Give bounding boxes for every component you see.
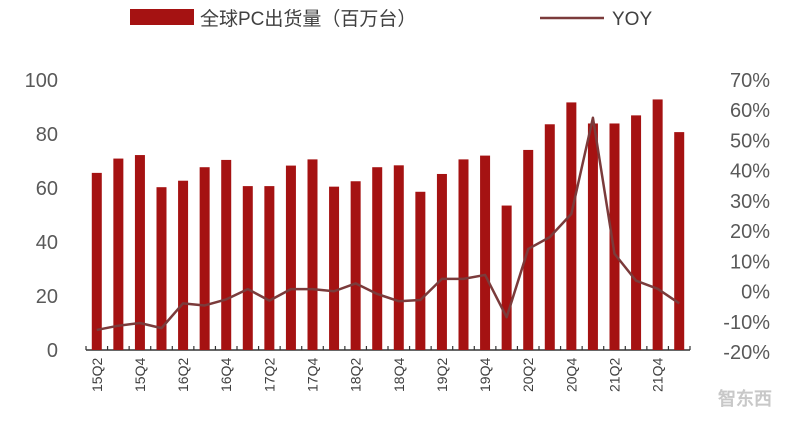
x-tick-label: 19Q4 xyxy=(477,358,493,392)
x-tick-label: 16Q2 xyxy=(175,358,191,392)
bar-21Q1 xyxy=(587,123,598,350)
bar-17Q1 xyxy=(242,186,253,350)
x-tick-label: 21Q4 xyxy=(650,358,666,392)
bar-17Q3 xyxy=(285,165,296,350)
x-tick-label: 21Q2 xyxy=(607,358,623,392)
yoy-line xyxy=(96,116,680,332)
right-axis-tick-label: -20% xyxy=(723,342,770,364)
bar-21Q4 xyxy=(652,99,663,350)
bar-15Q3 xyxy=(113,158,124,350)
left-axis-tick-label: 20 xyxy=(36,286,58,308)
x-tick-label: 18Q2 xyxy=(348,358,364,392)
bar-21Q3 xyxy=(631,115,642,351)
legend: 全球PC出货量（百万台） YOY xyxy=(130,8,652,30)
right-axis-tick-label: 50% xyxy=(730,130,770,152)
right-axis-tick-label: 60% xyxy=(730,100,770,122)
left-axis-tick-label: 40 xyxy=(36,232,58,254)
bar-18Q2 xyxy=(350,181,361,350)
legend-bar-swatch xyxy=(130,9,194,25)
left-axis-tick-label: 0 xyxy=(47,340,58,362)
legend-bar-label: 全球PC出货量（百万台） xyxy=(200,8,416,30)
bar-21Q2 xyxy=(609,123,620,350)
legend-line-label: YOY xyxy=(612,9,652,30)
bar-15Q2 xyxy=(91,172,102,350)
bar-16Q1 xyxy=(156,187,167,350)
watermark-logo: 智东西 xyxy=(718,388,772,409)
x-tick-label: 16Q4 xyxy=(218,358,234,392)
bar-20Q1 xyxy=(501,205,512,350)
left-axis-tick-label: 60 xyxy=(36,178,58,200)
bar-18Q1 xyxy=(329,186,340,350)
x-tick-label: 19Q2 xyxy=(434,358,450,392)
x-tick-label: 20Q2 xyxy=(520,358,536,392)
bar-19Q3 xyxy=(458,159,469,350)
right-axis-tick-label: 30% xyxy=(730,191,770,213)
bar-16Q3 xyxy=(199,167,210,350)
x-tick-label: 20Q4 xyxy=(563,358,579,392)
x-tick-label: 17Q2 xyxy=(261,358,277,392)
bar-18Q3 xyxy=(372,167,383,350)
x-tick-label: 15Q2 xyxy=(89,358,105,392)
right-axis-tick-label: -10% xyxy=(723,312,770,334)
bar-17Q2 xyxy=(264,186,275,350)
x-tick-label: 18Q4 xyxy=(391,358,407,392)
left-axis-tick-label: 80 xyxy=(36,124,58,146)
bar-16Q2 xyxy=(178,180,189,350)
right-axis-tick-label: 70% xyxy=(730,70,770,92)
x-tick-label: 15Q4 xyxy=(132,358,148,392)
bar-20Q4 xyxy=(566,102,577,350)
bar-19Q1 xyxy=(415,191,426,350)
bar-18Q4 xyxy=(393,165,404,350)
right-axis-tick-label: 40% xyxy=(730,161,770,183)
left-axis-tick-label: 100 xyxy=(25,70,58,92)
bar-19Q2 xyxy=(436,173,447,350)
bar-16Q4 xyxy=(221,159,232,350)
bar-17Q4 xyxy=(307,159,318,350)
bar-15Q4 xyxy=(134,155,145,350)
right-axis-tick-label: 0% xyxy=(741,282,770,304)
bar-19Q4 xyxy=(480,155,491,350)
right-axis-tick-label: 20% xyxy=(730,221,770,243)
x-tick-label: 17Q4 xyxy=(305,358,321,392)
right-axis-tick-label: 10% xyxy=(730,251,770,273)
bar-22Q1 xyxy=(674,132,685,350)
